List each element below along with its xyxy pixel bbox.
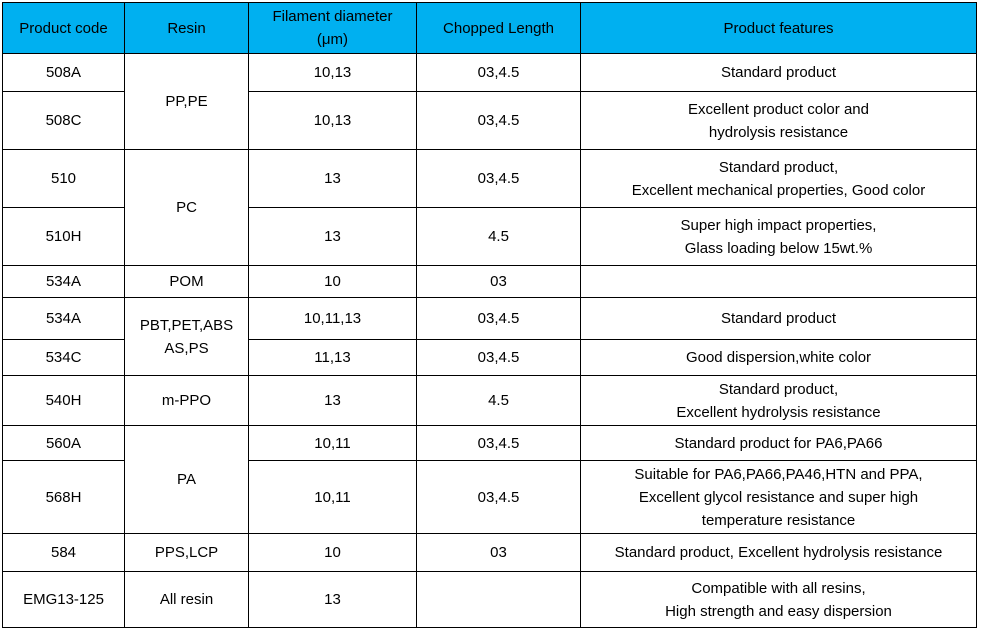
length-cell: 4.5 [416, 207, 581, 266]
features-cell: Suitable for PA6,PA66,PA46,HTN and PPA, … [580, 460, 977, 534]
diameter-cell: 10,11,13 [248, 297, 417, 340]
diameter-cell: 10,13 [248, 53, 417, 92]
features-cell: Good dispersion,white color [580, 339, 977, 376]
resin-cell: PP,PE [124, 53, 249, 150]
diameter-cell: 10 [248, 265, 417, 298]
diameter-cell: 13 [248, 571, 417, 628]
length-cell: 03,4.5 [416, 91, 581, 150]
table-row: 508C 10,13 03,4.5 Excellent product colo… [2, 91, 977, 150]
header-product-features: Product features [580, 2, 977, 54]
features-cell: Compatible with all resins, High strengt… [580, 571, 977, 628]
features-cell: Super high impact properties, Glass load… [580, 207, 977, 266]
product-code-cell: 584 [2, 533, 125, 572]
diameter-cell: 10,13 [248, 91, 417, 150]
resin-cell: m-PPO [124, 375, 249, 426]
features-cell: Standard product [580, 53, 977, 92]
product-code-cell: 534C [2, 339, 125, 376]
product-code-cell: 534A [2, 297, 125, 340]
resin-cell: All resin [124, 571, 249, 628]
length-cell: 03,4.5 [416, 460, 581, 534]
product-code-cell: 568H [2, 460, 125, 534]
features-cell: Standard product, Excellent hydrolysis r… [580, 375, 977, 426]
diameter-cell: 11,13 [248, 339, 417, 376]
features-cell: Standard product, Excellent mechanical p… [580, 149, 977, 208]
length-cell: 03,4.5 [416, 425, 581, 461]
product-code-cell: EMG13-125 [2, 571, 125, 628]
header-filament-diameter: Filament diameter (μm) [248, 2, 417, 54]
product-code-cell: 510H [2, 207, 125, 266]
resin-cell: POM [124, 265, 249, 298]
length-cell: 03 [416, 533, 581, 572]
resin-cell: PC [124, 149, 249, 266]
product-table: Product code Resin Filament diameter (μm… [2, 2, 977, 628]
header-resin: Resin [124, 2, 249, 54]
header-chopped-length: Chopped Length [416, 2, 581, 54]
diameter-cell: 10,11 [248, 425, 417, 461]
features-cell [580, 265, 977, 298]
table-row: 560A PA 10,11 03,4.5 Standard product fo… [2, 425, 977, 534]
resin-cell: PA [124, 425, 249, 534]
table-row: 534A POM 10 03 [2, 265, 977, 298]
diameter-cell: 10 [248, 533, 417, 572]
table-row: 510H 13 4.5 Super high impact properties… [2, 207, 977, 266]
length-cell: 03 [416, 265, 581, 298]
length-cell: 03,4.5 [416, 297, 581, 340]
product-code-cell: 540H [2, 375, 125, 426]
header-row: Product code Resin Filament diameter (μm… [2, 2, 977, 54]
length-cell: 03,4.5 [416, 339, 581, 376]
features-cell: Standard product, Excellent hydrolysis r… [580, 533, 977, 572]
header-product-code: Product code [2, 2, 125, 54]
features-cell: Standard product for PA6,PA66 [580, 425, 977, 461]
resin-cell: PPS,LCP [124, 533, 249, 572]
diameter-cell: 13 [248, 375, 417, 426]
product-code-cell: 508C [2, 91, 125, 150]
length-cell [416, 571, 581, 628]
table-row: 540H m-PPO 13 4.5 Standard product, Exce… [2, 375, 977, 426]
diameter-cell: 13 [248, 149, 417, 208]
product-code-cell: 560A [2, 425, 125, 461]
product-code-cell: 508A [2, 53, 125, 92]
table-row: 584 PPS,LCP 10 03 Standard product, Exce… [2, 533, 977, 572]
table-row: 508A PP,PE 10,13 03,4.5 Standard product [2, 53, 977, 150]
diameter-cell: 13 [248, 207, 417, 266]
features-cell: Standard product [580, 297, 977, 340]
table-row: 568H 10,11 03,4.5 Suitable for PA6,PA66,… [2, 460, 977, 534]
table-row: EMG13-125 All resin 13 Compatible with a… [2, 571, 977, 628]
table-row: 534A PBT,PET,ABS AS,PS 10,11,13 03,4.5 S… [2, 297, 977, 376]
length-cell: 4.5 [416, 375, 581, 426]
product-code-cell: 510 [2, 149, 125, 208]
features-cell: Excellent product color and hydrolysis r… [580, 91, 977, 150]
table-row: 534C 11,13 03,4.5 Good dispersion,white … [2, 339, 977, 376]
resin-cell: PBT,PET,ABS AS,PS [124, 297, 249, 376]
product-code-cell: 534A [2, 265, 125, 298]
length-cell: 03,4.5 [416, 149, 581, 208]
length-cell: 03,4.5 [416, 53, 581, 92]
table-row: 510 PC 13 03,4.5 Standard product, Excel… [2, 149, 977, 266]
diameter-cell: 10,11 [248, 460, 417, 534]
